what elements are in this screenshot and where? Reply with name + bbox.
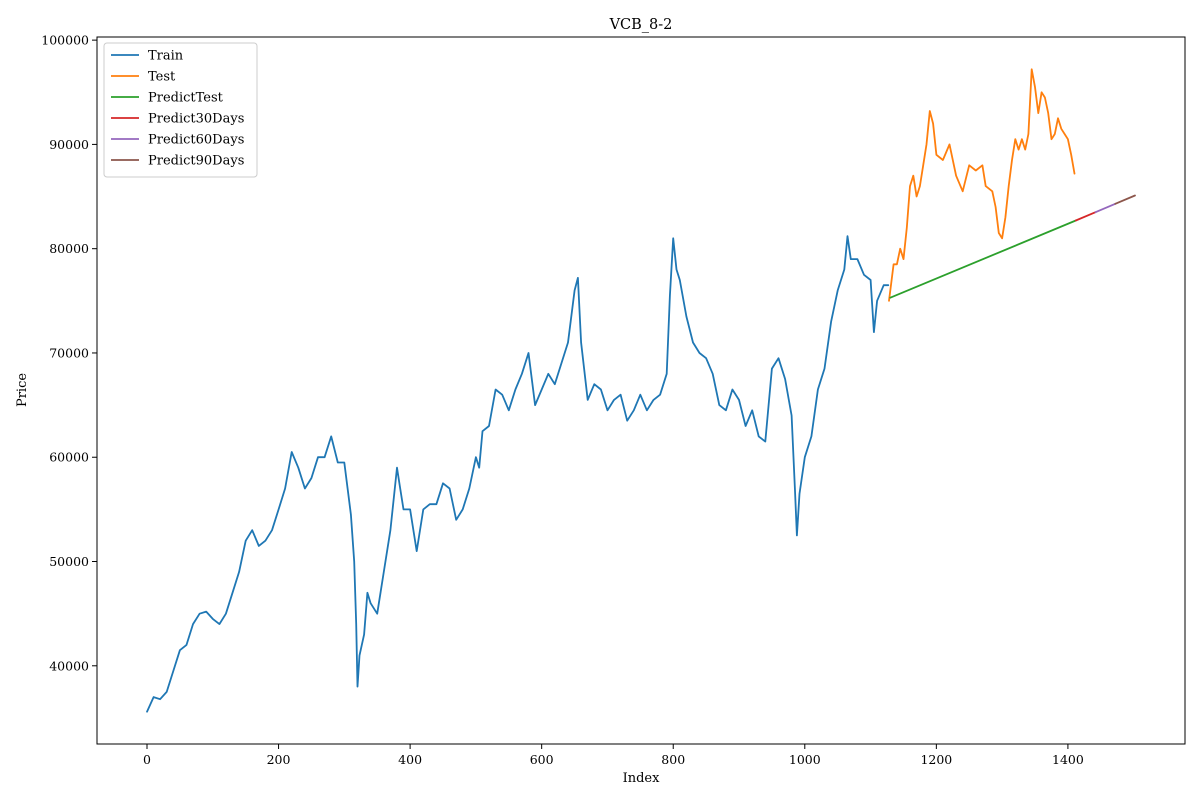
legend-box xyxy=(103,42,258,178)
x-tick-label: 400 xyxy=(398,752,422,767)
y-tick-label: 70000 xyxy=(49,345,89,360)
series-line-predict60days xyxy=(1094,202,1117,214)
x-tick-label: 1000 xyxy=(789,752,821,767)
x-tick-label: 1400 xyxy=(1052,752,1084,767)
series-layer xyxy=(146,68,1136,713)
y-axis-label: Price xyxy=(15,373,30,407)
x-axis: 0 200 400 600 800 1000 1200 1400 xyxy=(143,744,1084,767)
series-line-predict90days xyxy=(1114,194,1136,205)
legend-label-predict30days: Predict30Days xyxy=(148,112,244,127)
series-line-train xyxy=(146,235,890,713)
legend: Train Test PredictTest Predict30Days Predict… xyxy=(103,42,258,178)
legend-label-predict60days: Predict60Days xyxy=(148,133,244,148)
y-tick-label: 80000 xyxy=(49,241,89,256)
legend-label-train: Train xyxy=(148,49,184,64)
x-axis-label: Index xyxy=(623,771,661,786)
series-line-test xyxy=(888,68,1076,302)
legend-label-test: Test xyxy=(148,70,176,85)
x-tick-label: 0 xyxy=(143,752,151,767)
series-line-predicttest xyxy=(889,219,1077,299)
y-tick-label: 90000 xyxy=(49,137,89,152)
legend-label-predicttest: PredictTest xyxy=(148,91,224,106)
y-tick-label: 40000 xyxy=(49,658,89,673)
y-tick-label: 100000 xyxy=(41,33,89,48)
y-tick-label: 50000 xyxy=(49,554,89,569)
series-line-predict30days xyxy=(1074,211,1097,222)
x-tick-label: 600 xyxy=(530,752,554,767)
y-axis: 40000 50000 60000 70000 80000 90000 100000 xyxy=(41,33,97,673)
y-tick-label: 60000 xyxy=(49,450,89,465)
x-tick-label: 1200 xyxy=(920,752,952,767)
x-tick-label: 200 xyxy=(267,752,291,767)
legend-label-predict90days: Predict90Days xyxy=(148,154,244,169)
plot-area-frame xyxy=(96,36,1186,745)
chart-title: VCB_8-2 xyxy=(609,17,673,33)
x-tick-label: 800 xyxy=(661,752,685,767)
